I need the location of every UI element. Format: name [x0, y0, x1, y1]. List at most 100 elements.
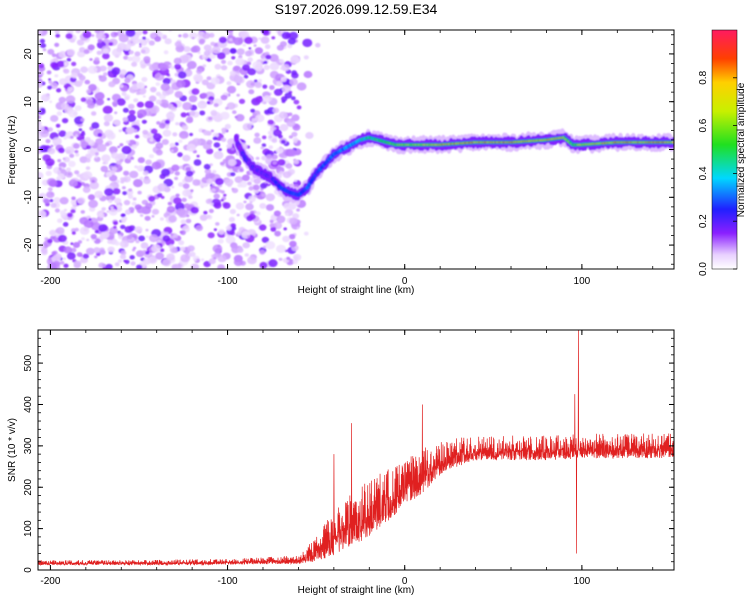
noise-blob [104, 188, 114, 196]
noise-blob [84, 137, 91, 142]
noise-blob [278, 257, 283, 261]
noise-blob [271, 154, 278, 160]
noise-blob [64, 146, 75, 155]
noise-blob [116, 98, 126, 106]
noise-blob [47, 85, 52, 90]
noise-blob [52, 57, 59, 63]
noise-blob [57, 218, 63, 223]
noise-blob [162, 258, 172, 267]
noise-blob [94, 30, 101, 34]
noise-blob [268, 145, 273, 150]
noise-blob [73, 260, 82, 267]
colorbar-ticks: 0.0 0.2 0.4 0.6 0.8 [698, 70, 737, 276]
noise-blob [57, 129, 60, 133]
noise-blob [220, 198, 224, 202]
noise-blob [139, 176, 144, 181]
noise-blob [172, 132, 178, 137]
noise-blob [247, 181, 252, 186]
noise-blob [143, 56, 151, 63]
noise-blob [203, 130, 210, 136]
noise-blob [267, 119, 274, 125]
noise-blob [99, 65, 107, 72]
noise-blob [88, 218, 92, 221]
noise-blob [210, 41, 216, 46]
noise-blob [59, 197, 69, 205]
noise-blob [180, 112, 187, 118]
x-tick-label: 100 [574, 576, 591, 587]
noise-blob [134, 134, 140, 139]
noise-blob [91, 122, 100, 129]
noise-blob [166, 253, 176, 261]
noise-blob [173, 197, 182, 205]
noise-blob [182, 189, 192, 197]
noise-blob [203, 210, 208, 215]
noise-blob [108, 199, 113, 203]
noise-blob [124, 226, 133, 233]
noise-blob [113, 221, 118, 226]
noise-blob [169, 142, 176, 148]
noise-blob [87, 194, 96, 201]
noise-blob [217, 238, 224, 244]
noise-blob [123, 177, 128, 182]
noise-blob [154, 36, 162, 42]
noise-blob [134, 204, 142, 211]
noise-blob [257, 79, 262, 83]
noise-blob [121, 216, 128, 222]
noise-blob [291, 72, 299, 79]
noise-blob [226, 102, 236, 110]
noise-blob [119, 143, 124, 147]
noise-blob [150, 128, 158, 135]
noise-blob [174, 41, 182, 48]
noise-blob [75, 30, 81, 34]
noise-blob [291, 131, 298, 137]
noise-blob [238, 55, 243, 59]
noise-blob [213, 228, 217, 232]
noise-blob [80, 132, 86, 136]
noise-blob [253, 44, 257, 47]
noise-blob [276, 244, 286, 253]
noise-blob [96, 252, 101, 257]
noise-blob [296, 226, 300, 230]
noise-blob [276, 215, 286, 224]
noise-blob [162, 77, 171, 85]
noise-blob [122, 191, 128, 196]
noise-blob [120, 250, 127, 256]
noise-blob [171, 164, 180, 172]
noise-blob [199, 110, 206, 116]
noise-blob [38, 30, 43, 35]
noise-blob [139, 167, 144, 171]
noise-blob [263, 64, 270, 70]
noise-blob [70, 209, 76, 214]
noise-blob [150, 32, 157, 39]
noise-blob [42, 48, 47, 52]
noise-blob [38, 78, 43, 84]
noise-blob [236, 93, 240, 97]
noise-blob [41, 247, 48, 254]
noise-blob [59, 260, 65, 265]
noise-blob [67, 86, 74, 92]
noise-blob [284, 212, 289, 216]
noise-blob [71, 247, 77, 253]
noise-blob [102, 161, 106, 165]
noise-blob [288, 112, 293, 117]
noise-blob [207, 198, 213, 203]
noise-blob [225, 235, 236, 244]
noise-blob [139, 214, 144, 217]
noise-blob [233, 65, 240, 71]
noise-blob [247, 68, 257, 76]
noise-blob [128, 103, 135, 110]
noise-blob [124, 96, 130, 101]
noise-blob [49, 262, 57, 269]
y-tick-label: 10 [23, 96, 34, 108]
noise-blob [236, 247, 244, 253]
noise-blob [273, 210, 281, 217]
noise-blob [184, 174, 194, 183]
noise-blob [191, 88, 200, 95]
noise-blob [73, 143, 80, 149]
noise-blob [277, 159, 286, 166]
noise-blob [56, 88, 62, 93]
noise-blob [269, 219, 274, 224]
noise-blob [155, 91, 161, 97]
noise-blob [218, 229, 225, 235]
noise-blob [202, 64, 207, 68]
